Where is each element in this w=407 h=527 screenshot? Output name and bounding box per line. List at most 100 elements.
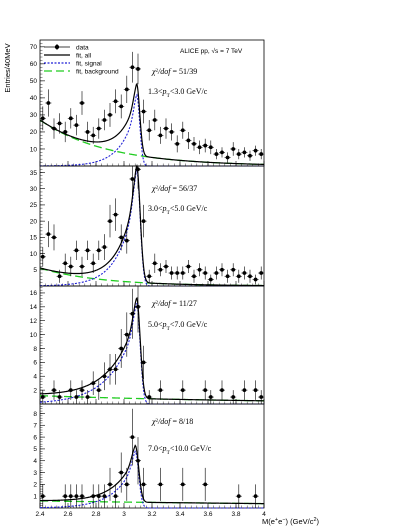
y-tick-label: 1	[33, 493, 37, 500]
data-point	[207, 390, 214, 404]
data-point	[151, 253, 158, 274]
data-point	[56, 269, 63, 283]
legend-label: fit, all	[76, 52, 92, 59]
pt-unit: GeV/c	[186, 87, 207, 96]
data-point	[196, 263, 203, 277]
y-tick-label: 10	[30, 146, 38, 153]
x-tick-label: 2.4	[35, 511, 44, 518]
data-point	[191, 269, 197, 283]
svg-text:ALICE pp, √s = 7: ALICE pp, √s = 7 TeV	[180, 47, 243, 55]
data-point	[202, 467, 209, 501]
data-point	[112, 354, 119, 385]
data-point	[101, 484, 108, 508]
data-point	[140, 467, 147, 501]
data-point	[174, 135, 181, 153]
panel-2: 5 10 15 20 25 30 35 χ2/dof = 56/37 3.0<pT<5.0 Ge…	[30, 164, 265, 287]
y-tick-label: 5	[33, 267, 37, 274]
y-tick-label: 70	[30, 44, 38, 51]
y-tick-label: 60	[30, 61, 38, 68]
data-point	[258, 148, 265, 160]
data-point	[247, 150, 253, 161]
data-point	[146, 269, 153, 283]
y-axis-label: Entries/40MeV	[3, 43, 12, 92]
legend-entry: fit, all	[44, 52, 92, 59]
fit-signal-curve	[39, 302, 264, 405]
data-point	[67, 484, 74, 508]
data-point	[247, 269, 253, 283]
data-point	[95, 484, 102, 508]
data-point	[56, 113, 63, 134]
pt-range-label: 7.0<pT<10.0 GeV/c	[148, 444, 212, 456]
data-point	[123, 227, 130, 254]
data-point	[107, 354, 113, 385]
y-tick-label: 20	[30, 218, 38, 225]
data-point	[157, 380, 164, 400]
chi2-value: 11/27	[179, 299, 197, 308]
data-point	[101, 234, 108, 261]
pt-high: 5.0	[174, 204, 184, 213]
fit-all-curve	[39, 164, 264, 287]
pt-unit: GeV/c	[186, 320, 207, 329]
data-point	[67, 256, 74, 277]
data-point	[157, 263, 164, 277]
y-tick-label: 14	[30, 304, 38, 311]
legend-label: data	[76, 44, 89, 51]
y-tick-label: 30	[30, 186, 38, 193]
data-point	[235, 269, 242, 283]
data-point	[202, 380, 209, 400]
collaboration-label: ALICE pp, √s = 7 TeV	[180, 47, 243, 55]
data-point	[230, 263, 237, 277]
data-point	[62, 121, 69, 143]
data-point	[219, 380, 225, 400]
data-point	[146, 120, 153, 141]
data-point	[90, 253, 97, 274]
data-point	[118, 94, 125, 119]
data-point	[112, 484, 119, 508]
data-point	[123, 75, 130, 103]
x-tick-label: 4	[262, 511, 266, 518]
data-point	[39, 484, 46, 508]
data-point	[191, 137, 197, 151]
y-tick-label: 4	[33, 374, 37, 381]
data-point	[185, 131, 192, 149]
legend-entry: fit, background	[44, 68, 119, 75]
data-point	[163, 118, 169, 139]
data-point	[140, 345, 147, 380]
y-tick-label: 5	[33, 446, 37, 453]
data-point	[252, 484, 259, 508]
chi2-label: χ2/dof = 56/37	[151, 184, 197, 193]
data-point	[241, 380, 248, 400]
y-tick-label: 4	[33, 458, 37, 465]
data-point	[219, 147, 225, 158]
y-tick-label: 16	[30, 290, 38, 297]
data-point	[45, 89, 52, 117]
data-point	[118, 452, 125, 493]
panel-1: 10 20 30 40 50 60 70 χ2/dof = 51/39 1.3<pT<3.0 G…	[30, 39, 265, 167]
y-tick-label: 6	[33, 360, 37, 367]
data-point	[101, 362, 108, 391]
fit-all-curve	[39, 296, 265, 402]
data-point	[252, 380, 259, 400]
data-point	[219, 263, 225, 277]
y-tick-label: 40	[30, 95, 38, 102]
pt-high: 10.0	[174, 444, 188, 453]
data-point	[157, 126, 164, 144]
y-tick-label: 20	[30, 129, 38, 136]
chi2-value: 51/39	[179, 67, 197, 76]
chi2-label: χ2/dof = 11/27	[151, 299, 197, 308]
data-point	[51, 118, 57, 139]
legend-label: fit, signal	[76, 60, 102, 67]
sqrt-s-symbol: √s	[211, 47, 219, 55]
data-point	[118, 224, 125, 251]
data-point	[101, 109, 108, 131]
data-point	[67, 108, 74, 129]
panel-frame	[39, 39, 265, 167]
data-point	[230, 390, 237, 404]
data-point	[168, 266, 175, 280]
data-point	[39, 390, 46, 404]
data-point	[258, 390, 265, 404]
data-point	[135, 53, 141, 85]
legend-entry: fit, signal	[44, 60, 102, 67]
y-tick-label: 3	[33, 470, 37, 477]
data-point	[140, 99, 147, 124]
